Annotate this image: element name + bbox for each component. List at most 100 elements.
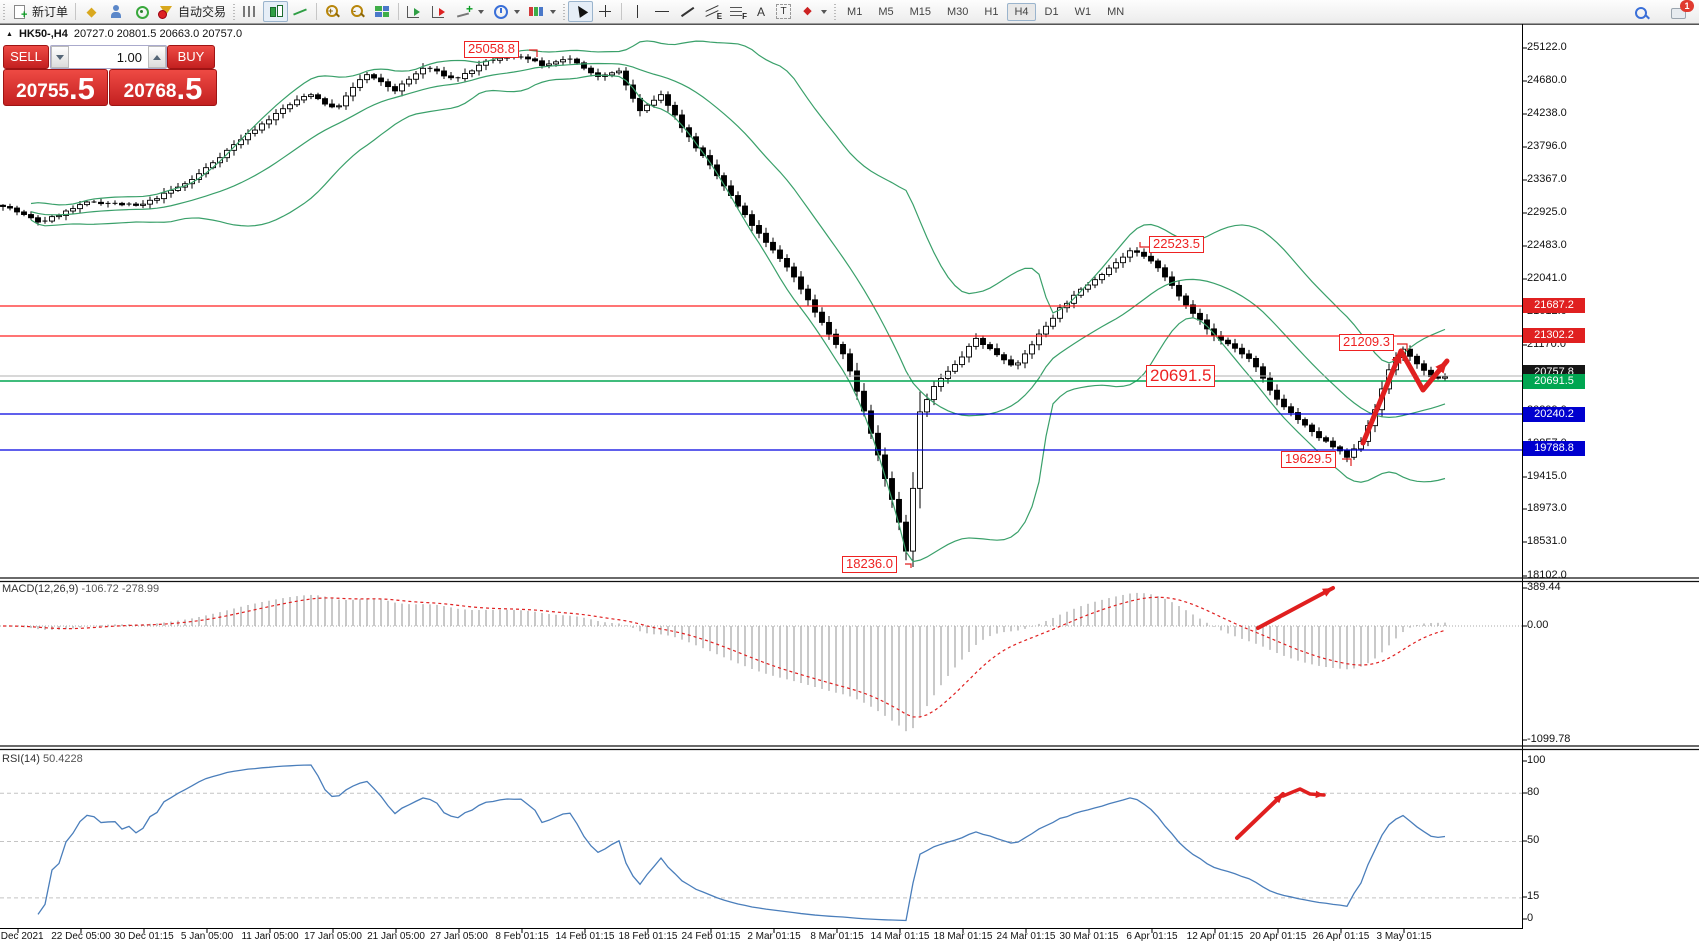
zoom-out-button[interactable]: -: [345, 1, 370, 22]
zoom-out-icon: -: [349, 4, 366, 19]
line-chart-icon: [292, 4, 309, 19]
metaeditor-button[interactable]: ◆: [79, 1, 104, 22]
cursor-button[interactable]: [568, 1, 594, 22]
time-axis-label: 18 Feb 01:15: [618, 931, 678, 942]
candlestick-chart-button[interactable]: [263, 1, 289, 22]
sell-price-button[interactable]: 20755.5: [3, 69, 108, 106]
price-badge: 19788.8: [1523, 441, 1585, 456]
period-button[interactable]: [488, 1, 524, 22]
auto-scroll-icon: [406, 4, 423, 19]
timeframe-m15[interactable]: M15: [909, 5, 931, 18]
timeframe-w1[interactable]: W1: [1074, 5, 1092, 18]
price-annotation-label[interactable]: 21209.3: [1339, 334, 1394, 351]
text-label-icon: T: [776, 4, 792, 19]
tile-windows-icon: [374, 4, 392, 19]
indicator-axis-label: -1099.78: [1527, 733, 1571, 745]
new-order-label: 新订单: [32, 5, 69, 19]
indicator-axis-label: 389.44: [1527, 581, 1561, 593]
triangle-down-icon: [56, 54, 64, 60]
trendline-button[interactable]: [675, 1, 700, 22]
channel-icon: E: [704, 4, 722, 21]
time-axis-label: 8 Mar 01:15: [810, 931, 864, 942]
price-annotation-label[interactable]: 25058.8: [464, 41, 519, 58]
price-annotation-label[interactable]: 19629.5: [1281, 451, 1336, 468]
toolbar-grip[interactable]: [2, 3, 6, 20]
vertical-line-button[interactable]: [625, 1, 650, 22]
volume-stepper: 1.00: [50, 45, 167, 69]
toolbar-grip[interactable]: [562, 3, 567, 20]
indicator-axis-label: 0.00: [1527, 619, 1549, 631]
sell-price-frac: .5: [68, 71, 95, 107]
zoom-in-button[interactable]: +: [320, 1, 345, 22]
timeframe-m30[interactable]: M30: [947, 5, 969, 18]
price-axis-label: 22483.0: [1527, 239, 1567, 251]
indicator-axis-label: 100: [1527, 754, 1546, 766]
text-button[interactable]: A: [750, 1, 772, 22]
auto-trading-button[interactable]: 自动交易: [154, 1, 230, 22]
profile-button[interactable]: [104, 1, 129, 22]
fibonacci-button[interactable]: F: [725, 1, 750, 22]
chart-shift-button[interactable]: [427, 1, 452, 22]
timeframe-m5[interactable]: M5: [878, 5, 894, 18]
chart-title: ▲ HK50-,H4 20727.0 20801.5 20663.0 20757…: [6, 28, 242, 40]
chart-shift-icon: [431, 4, 448, 19]
time-axis-label: 8 Feb 01:15: [495, 931, 549, 942]
template-button[interactable]: [524, 1, 560, 22]
signal-icon: [133, 4, 150, 19]
template-icon: [528, 4, 546, 19]
text-label-button[interactable]: T: [772, 1, 795, 22]
timeframe-m1[interactable]: M1: [847, 5, 863, 18]
bar-chart-button[interactable]: [238, 1, 263, 22]
time-axis-label: 18 Mar 01:15: [933, 931, 993, 942]
price-annotation-label[interactable]: 20691.5: [1146, 365, 1216, 387]
price-axis-label: 24680.0: [1527, 74, 1567, 86]
signals-button[interactable]: [129, 1, 154, 22]
add-indicator-button[interactable]: +: [452, 1, 488, 22]
time-axis-label: 12 Apr 01:15: [1186, 931, 1244, 942]
triangle-up-icon: [153, 54, 161, 60]
line-chart-button[interactable]: [288, 1, 313, 22]
time-axis-label: 24 Mar 01:15: [996, 931, 1056, 942]
text-icon: A: [757, 4, 766, 19]
buy-price-frac: .5: [176, 71, 203, 107]
channel-button[interactable]: E: [700, 1, 725, 22]
buy-price-button[interactable]: 20768.5: [109, 69, 217, 106]
crosshair-button[interactable]: [593, 1, 618, 22]
price-annotation-label[interactable]: 22523.5: [1149, 236, 1204, 253]
volume-increase-button[interactable]: [148, 46, 166, 68]
price-axis-label: 19415.0: [1527, 470, 1567, 482]
indicator-axis-label: 0: [1527, 912, 1534, 924]
timeframe-mn[interactable]: MN: [1107, 5, 1125, 18]
tile-windows-button[interactable]: [370, 1, 395, 22]
community-button[interactable]: 1: [1666, 0, 1694, 23]
time-axis-label: 5 Jan 05:00: [180, 931, 234, 942]
toolbar-separator: [398, 3, 400, 20]
buy-button[interactable]: BUY: [167, 45, 215, 69]
sell-button[interactable]: SELL: [3, 45, 49, 69]
ohlc-values: 20727.0 20801.5 20663.0 20757.0: [73, 28, 243, 40]
price-axis-label: 23367.0: [1527, 173, 1567, 185]
timeframe-d1[interactable]: D1: [1044, 5, 1059, 18]
arrows-button[interactable]: ◆: [795, 1, 831, 22]
new-order-button[interactable]: + 新订单: [8, 1, 72, 22]
timeframe-h4[interactable]: H4: [1007, 2, 1036, 21]
toolbar-grip[interactable]: [833, 3, 838, 20]
price-axis-label: 24238.0: [1527, 107, 1567, 119]
symbol-arrow-icon: ▲: [6, 30, 13, 38]
auto-scroll-button[interactable]: [402, 1, 427, 22]
vertical-line-icon: [629, 4, 646, 19]
horizontal-line-button[interactable]: [650, 1, 675, 22]
toolbar-grip[interactable]: [232, 3, 237, 20]
chart-window: ▲ HK50-,H4 20727.0 20801.5 20663.0 20757…: [0, 24, 1699, 944]
price-annotation-label[interactable]: 18236.0: [842, 556, 897, 573]
time-axis-label: 2 Mar 01:15: [747, 931, 801, 942]
volume-value[interactable]: 1.00: [116, 49, 142, 65]
price-axis[interactable]: 25122.0 24680.0 24238.0 23796.0 23367.0 22925…: [1522, 24, 1699, 944]
time-axis-label: 27 Jan 05:00: [430, 931, 488, 942]
volume-decrease-button[interactable]: [51, 46, 69, 68]
timeframe-h1[interactable]: H1: [984, 5, 999, 18]
search-button[interactable]: [1629, 2, 1654, 23]
new-order-icon: +: [12, 4, 29, 21]
